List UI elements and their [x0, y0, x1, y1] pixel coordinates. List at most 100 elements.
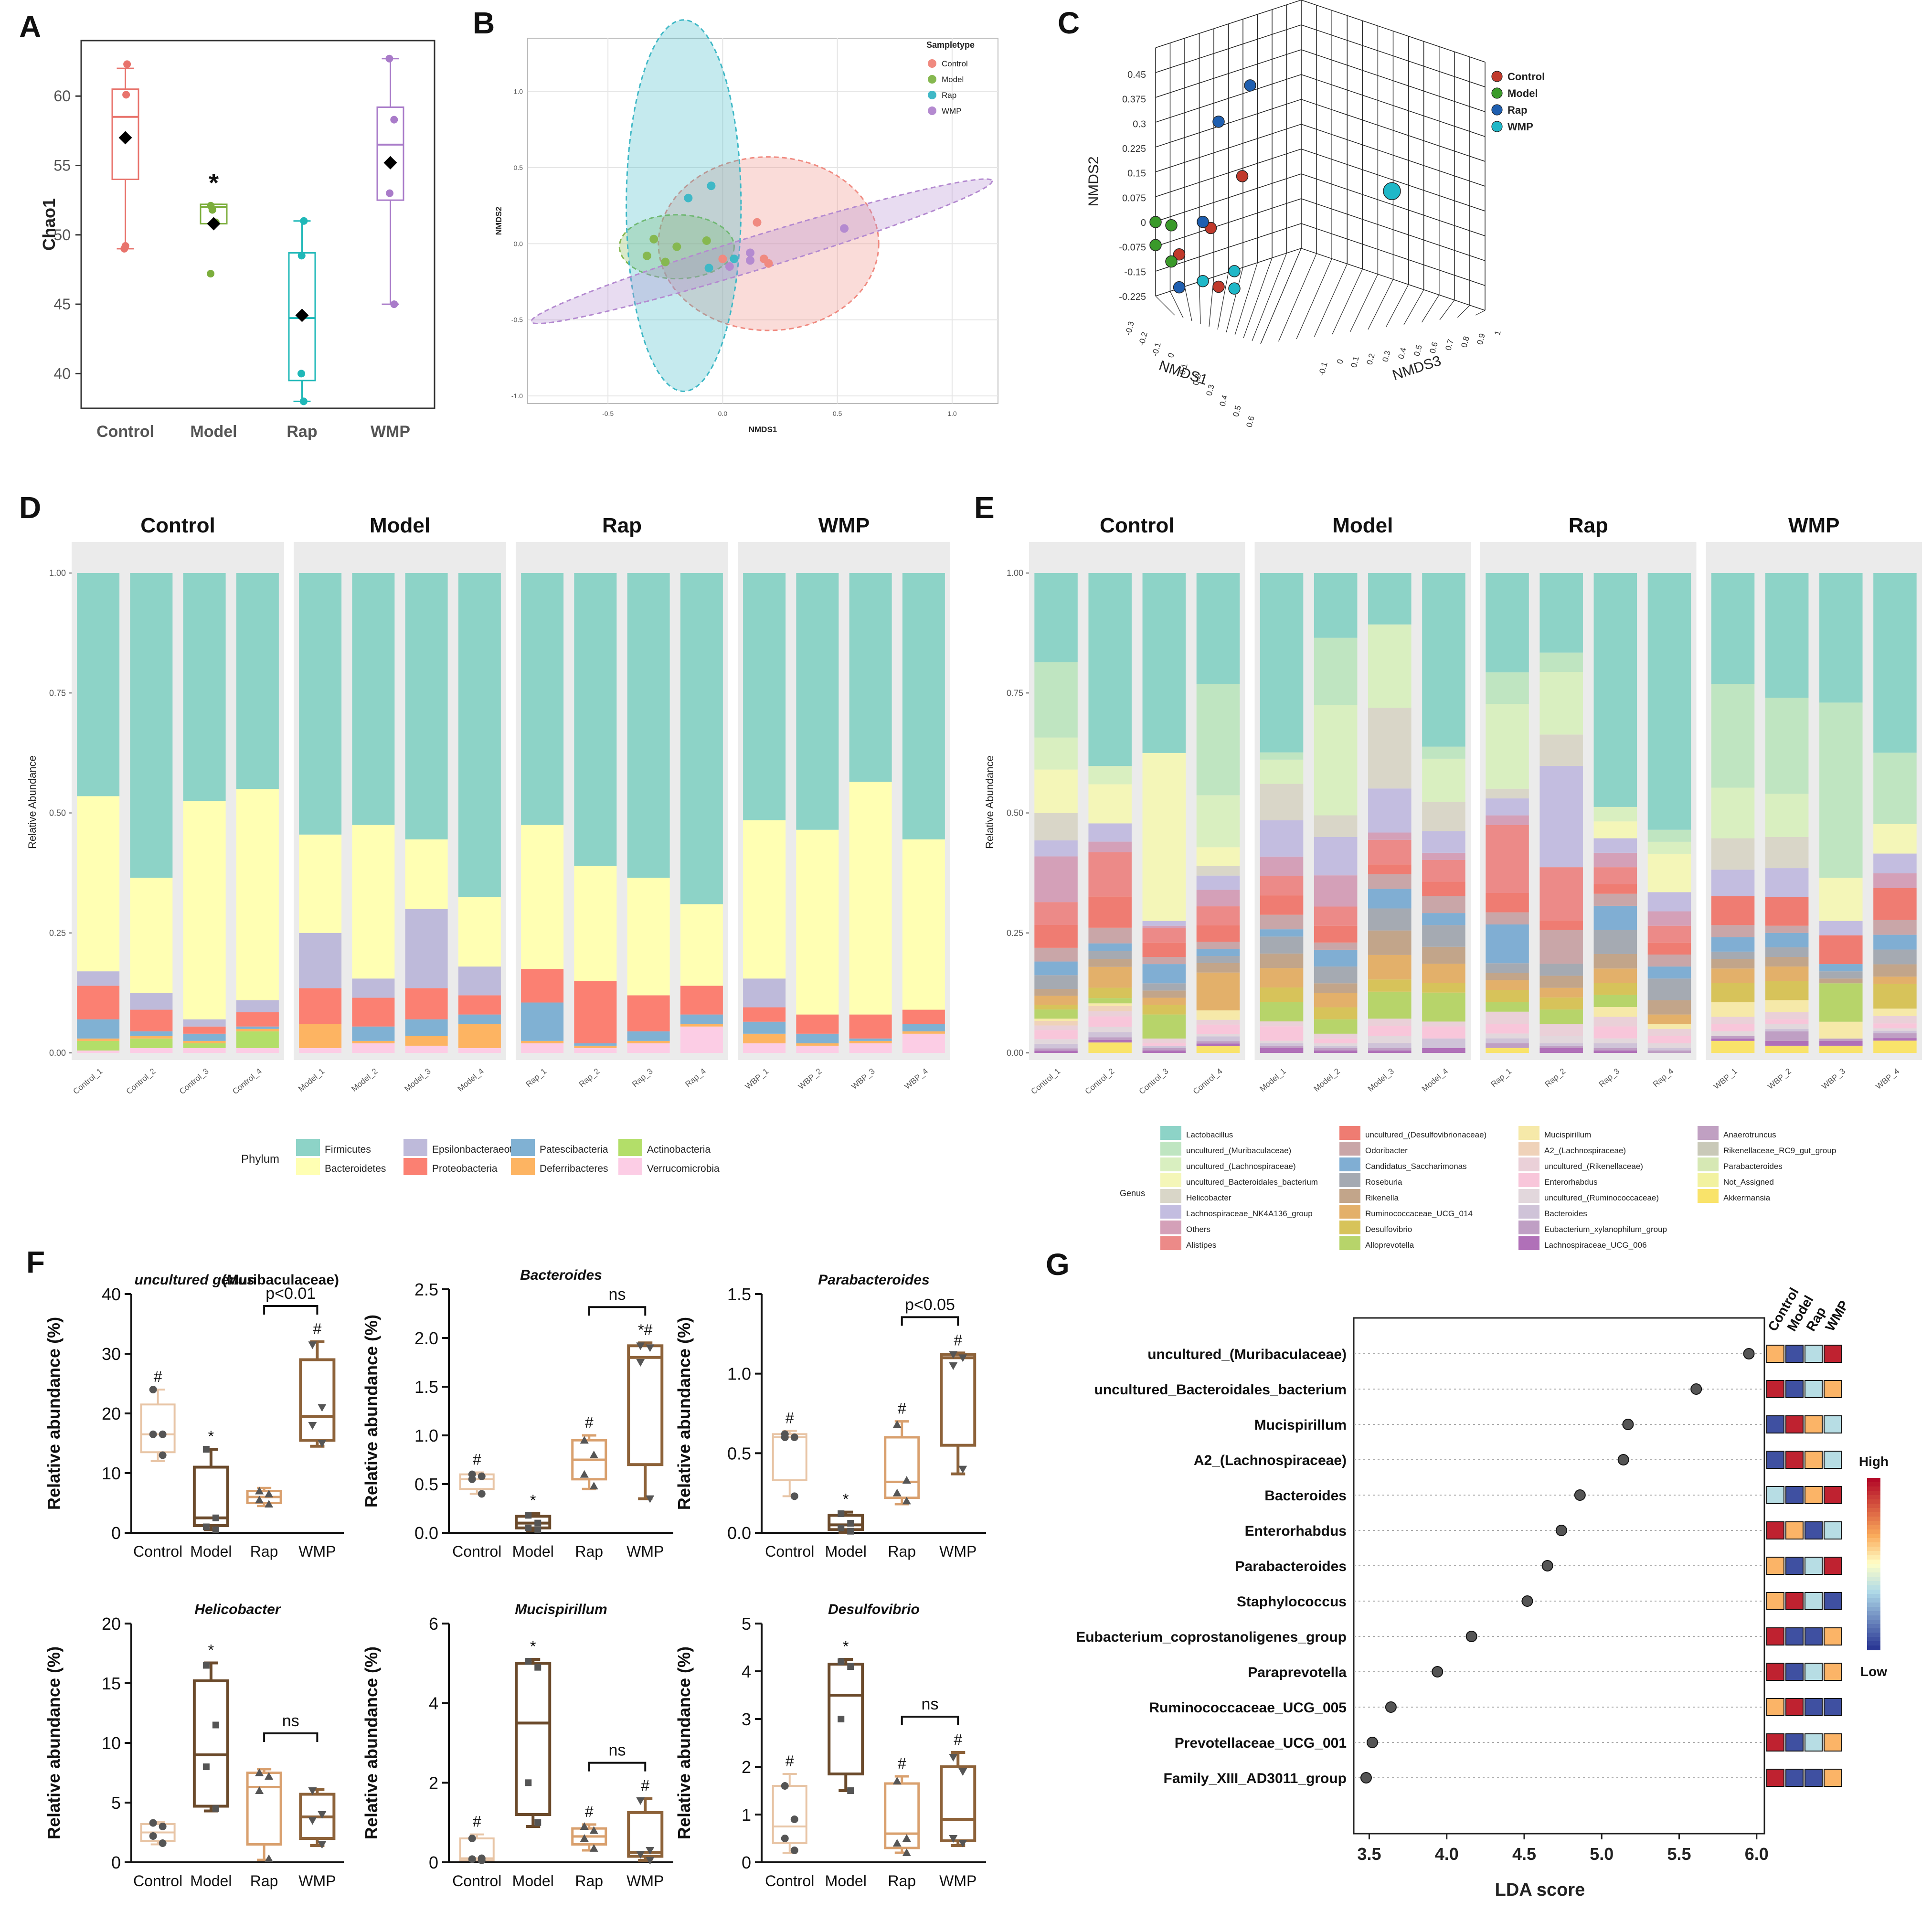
bar-segment-uncultured-rikenellaceae [1711, 1017, 1755, 1024]
y-axis-label: NMDS2 [494, 207, 503, 235]
point-rap [684, 194, 692, 202]
heat-cell [1805, 1380, 1822, 1398]
heat-cell [1786, 1345, 1803, 1362]
x-tick-label: Model [512, 1872, 554, 1890]
bar-segment-mucispirillum [1034, 1019, 1078, 1021]
heat-cell [1786, 1592, 1803, 1610]
colorbar-segment [1867, 1534, 1880, 1539]
bar-segment-desulfovibrio [1486, 990, 1529, 1002]
bar-segment-roseburia [1197, 956, 1240, 963]
heat-cell [1767, 1769, 1784, 1786]
bar-segment-enterorhabdus [1765, 1019, 1809, 1024]
bar-segment-alloprevotella [1034, 1009, 1078, 1019]
heat-cell [1805, 1769, 1822, 1786]
x-tick-label: Model [190, 423, 237, 441]
significance-mark: * [530, 1638, 536, 1655]
data-point [149, 1431, 157, 1438]
box-control [460, 1475, 494, 1489]
bar-segment-lachnospiraceae-ucg-006 [1539, 1048, 1583, 1053]
bar-segment-verrucomicrobia [796, 1046, 839, 1053]
bar-segment-lachnospiraceae-ucg-006 [1819, 1041, 1863, 1046]
bar-segment-desulfovibrio [1594, 983, 1637, 995]
bar-segment-uncultured-desulfovibrionaceae [1260, 895, 1304, 915]
bar-segment-actinobacteria [236, 1031, 279, 1048]
bar-segment-akkermansia [1819, 1046, 1863, 1053]
bar-segment-lachnospiraceae-nk4a136-group [1368, 788, 1412, 832]
box-control [773, 1434, 807, 1480]
point-model [661, 258, 669, 266]
y-tick-label: 30 [102, 1344, 121, 1364]
legend-label-parabacteroides: Parabacteroides [1723, 1162, 1783, 1171]
bar-segment-mucispirillum [1873, 1009, 1917, 1016]
bar-segment-proteobacteria [236, 1012, 279, 1027]
bar-segment-eubacterium-xylanophilum-group [1486, 1043, 1529, 1048]
bar-segment-patescibacteria [849, 1039, 892, 1041]
bar-segment-verrucomicrobia [352, 1043, 394, 1053]
bar-segment-roseburia [1422, 925, 1465, 946]
bar-segment-proteobacteria [680, 986, 723, 1014]
heat-cell [1805, 1345, 1822, 1362]
point-control [753, 218, 761, 227]
bar-segment-uncultured-ruminococcaceae [1197, 1034, 1240, 1036]
bar-segment-firmicutes [574, 573, 616, 866]
bar-segment-others [1422, 853, 1465, 860]
bar-segment-deferribacteres [299, 1024, 341, 1048]
bar-segment-uncultured-muribaculaceae [1422, 747, 1465, 759]
y-axis-label: Relative abundance (%) [44, 1646, 64, 1839]
bar-segment-deferribacteres [574, 1046, 616, 1048]
bar-segment-akkermansia [1486, 1048, 1529, 1053]
bar-segment-deferribacteres [627, 1041, 670, 1043]
bar-segment-firmicutes [521, 573, 563, 825]
legend-label-others: Others [1186, 1225, 1210, 1234]
legend-label-a2-lachnospiraceae: A2_(Lachnospiraceae) [1544, 1146, 1626, 1155]
row-label-parabacteroides: Parabacteroides [1235, 1559, 1347, 1574]
y-axis-label: NMDS2 [1086, 156, 1102, 206]
bar-segment-rikenella [1594, 954, 1637, 968]
colorbar-segment [1867, 1603, 1880, 1607]
bar-segment-deferribacteres [405, 1036, 448, 1046]
data-point [534, 1664, 541, 1671]
data-point [159, 1452, 167, 1459]
bar-segment-rikenella [1260, 954, 1304, 968]
heat-cell [1805, 1416, 1822, 1433]
bar-segment-lachnospiraceae-ucg-006 [1422, 1048, 1465, 1053]
y-tick-label: 0.00 [1007, 1048, 1023, 1058]
x-tick-label: -0.5 [602, 410, 614, 417]
point-rap [1244, 80, 1256, 91]
significance-mark: # [585, 1414, 594, 1431]
heat-cell [1824, 1734, 1841, 1751]
legend-label-wmp: WMP [942, 106, 962, 116]
bar-segment-uncultured-rikenellaceae [1422, 1021, 1465, 1026]
bar-segment-firmicutes [352, 573, 394, 825]
bar-segment-desulfovibrio [1765, 981, 1809, 1000]
bar-segment-uncultured-rikenellaceae [1197, 1020, 1240, 1025]
legend-swatch-model [928, 75, 936, 84]
bar-segment-alloprevotella [1088, 998, 1132, 1003]
bar-segment-roseburia [1594, 930, 1637, 954]
colorbar-segment [1867, 1547, 1880, 1551]
bar-segment-ruminococcaceae-ucg-014 [1260, 968, 1304, 987]
bar-segment-enterorhabdus [1422, 1026, 1465, 1038]
bar-segment-rikenella [1422, 947, 1465, 964]
bar-segment-helicobacter [1539, 734, 1583, 766]
legend-label-akkermansia: Akkermansia [1723, 1193, 1771, 1202]
bar-segment-firmicutes [77, 573, 119, 796]
box-model [829, 1664, 862, 1774]
colorbar-segment [1867, 1525, 1880, 1530]
bar-segment-odoribacter [1711, 925, 1755, 937]
bar-segment-desulfovibrio [1314, 1008, 1358, 1019]
legend-swatch-uncultured-lachnospiraceae [1160, 1157, 1181, 1171]
bar-segment-verrucomicrobia [849, 1043, 892, 1053]
bar-segment-roseburia [1314, 966, 1358, 983]
legend-swatch-uncultured-muribaculaceae [1160, 1142, 1181, 1156]
bar-segment-verrucomicrobia [183, 1048, 226, 1053]
x-tick-label: Rap [575, 1543, 603, 1560]
bar-segment-lachnospiraceae-nk4a136-group [1486, 798, 1529, 816]
colorbar-segment [1867, 1508, 1880, 1513]
heat-cell [1805, 1699, 1822, 1716]
significance-mark: * [843, 1491, 849, 1508]
bar-segment-uncultured-bacteroidales-bacterium [1873, 824, 1917, 854]
bar-segment-candidatus-saccharimonas [1197, 949, 1240, 956]
bar-segment-uncultured-rikenellaceae [1260, 1021, 1304, 1026]
colorbar-low-label: Low [1860, 1664, 1887, 1679]
